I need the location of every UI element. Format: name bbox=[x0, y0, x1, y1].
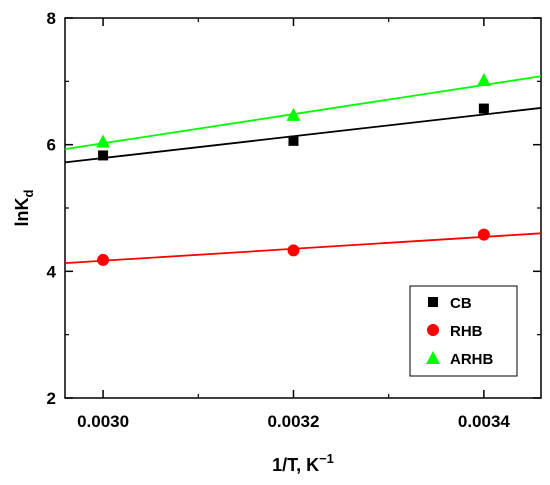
y-axis-label: lnKd bbox=[12, 189, 36, 226]
y-tick-label: 6 bbox=[47, 136, 56, 155]
legend: CB RHB ARHB bbox=[409, 285, 518, 377]
rhb-point bbox=[97, 253, 110, 266]
rhb-fit-line bbox=[64, 232, 542, 264]
legend-marker-cb bbox=[428, 297, 438, 307]
cb-point bbox=[478, 103, 489, 114]
legend-marker-rhb bbox=[427, 324, 439, 336]
legend-label-rhb: RHB bbox=[450, 323, 483, 340]
y-tick-label: 8 bbox=[47, 9, 56, 28]
y-tick-label: 4 bbox=[47, 262, 57, 281]
x-tick-label: 0.0030 bbox=[77, 412, 129, 431]
rhb-point bbox=[477, 228, 490, 241]
cb-point bbox=[98, 150, 109, 161]
legend-label-arhb: ARHB bbox=[450, 351, 493, 368]
arhb-point bbox=[286, 107, 301, 121]
legend-marker-arhb bbox=[426, 351, 440, 364]
arhb-point bbox=[476, 73, 491, 87]
x-tick-label: 0.0034 bbox=[458, 412, 511, 431]
x-tick-label: 0.0032 bbox=[267, 412, 319, 431]
legend-label-cb: CB bbox=[450, 295, 472, 312]
cb-fit-line bbox=[64, 107, 542, 164]
tick-labels: 0.0030 0.0032 0.0034 2 4 6 8 bbox=[47, 9, 511, 431]
arhb-point bbox=[96, 134, 111, 148]
y-tick-label: 2 bbox=[47, 389, 56, 408]
data-markers bbox=[96, 73, 491, 266]
fit-lines bbox=[64, 75, 542, 264]
x-axis-label: 1/T, K−1 bbox=[272, 451, 334, 475]
rhb-point bbox=[287, 244, 300, 257]
cb-point bbox=[288, 135, 299, 146]
arhb-fit-line bbox=[64, 75, 542, 150]
axis-ticks bbox=[65, 17, 541, 399]
